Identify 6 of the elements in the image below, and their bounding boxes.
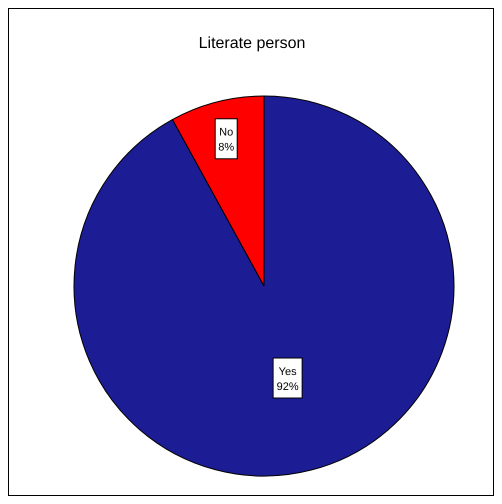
chart-title: Literate person (198, 35, 306, 53)
pie-slice (74, 96, 454, 476)
data-label: 92% (276, 380, 299, 393)
data-label: 8% (218, 142, 234, 154)
slice-label: No (219, 126, 234, 139)
slice-label: Yes (278, 366, 298, 378)
